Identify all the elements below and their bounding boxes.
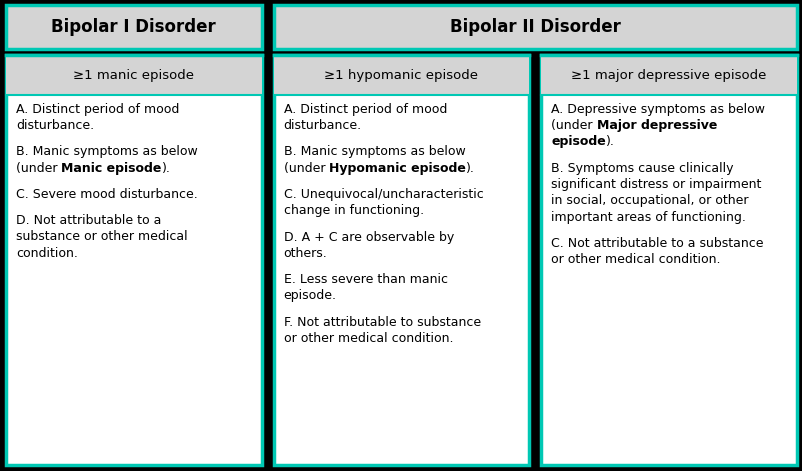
Text: F. Not attributable to substance: F. Not attributable to substance [283,316,480,328]
Text: Bipolar I Disorder: Bipolar I Disorder [51,18,216,36]
Text: A. Distinct period of mood: A. Distinct period of mood [283,103,447,116]
Text: Bipolar II Disorder: Bipolar II Disorder [449,18,620,36]
Text: A. Distinct period of mood: A. Distinct period of mood [16,103,179,116]
Text: ≥1 hypomanic episode: ≥1 hypomanic episode [324,68,478,81]
Text: B. Manic symptoms as below: B. Manic symptoms as below [283,146,465,159]
Text: B. Manic symptoms as below: B. Manic symptoms as below [16,146,197,159]
Text: or other medical condition.: or other medical condition. [283,332,452,345]
Text: important areas of functioning.: important areas of functioning. [551,211,745,224]
Text: C. Severe mood disturbance.: C. Severe mood disturbance. [16,188,197,201]
Text: ≥1 manic episode: ≥1 manic episode [73,68,194,81]
Text: Manic episode: Manic episode [62,162,162,175]
Bar [273,5,796,49]
Text: others.: others. [283,247,327,260]
Bar [6,55,261,465]
Text: B. Symptoms cause clinically: B. Symptoms cause clinically [551,162,733,175]
Text: significant distress or impairment: significant distress or impairment [551,178,761,191]
Text: A. Depressive symptoms as below: A. Depressive symptoms as below [551,103,764,116]
Text: (under: (under [551,119,596,132]
Text: Major depressive: Major depressive [596,119,716,132]
Text: Hypomanic episode: Hypomanic episode [329,162,465,175]
Text: D. A + C are observable by: D. A + C are observable by [283,230,453,244]
Text: or other medical condition.: or other medical condition. [551,253,720,266]
Text: substance or other medical: substance or other medical [16,230,188,244]
Bar [6,55,261,95]
Text: ).: ). [606,136,614,148]
Text: episode: episode [551,136,606,148]
Bar [273,55,529,95]
Bar [273,55,529,465]
Text: condition.: condition. [16,247,78,260]
Text: C. Not attributable to a substance: C. Not attributable to a substance [551,237,763,250]
Text: ).: ). [162,162,171,175]
Text: in social, occupational, or other: in social, occupational, or other [551,194,748,207]
Text: episode.: episode. [283,289,336,302]
Bar [6,5,261,49]
Text: C. Unequivocal/uncharacteristic: C. Unequivocal/uncharacteristic [283,188,483,201]
Text: (under: (under [16,162,62,175]
Text: ≥1 major depressive episode: ≥1 major depressive episode [571,68,766,81]
Text: change in functioning.: change in functioning. [283,204,423,217]
Text: D. Not attributable to a: D. Not attributable to a [16,214,161,227]
Bar [541,55,796,95]
Text: ).: ). [465,162,474,175]
Text: disturbance.: disturbance. [16,119,94,132]
Text: disturbance.: disturbance. [283,119,362,132]
Bar [541,55,796,465]
Text: E. Less severe than manic: E. Less severe than manic [283,273,447,286]
Text: (under: (under [283,162,329,175]
